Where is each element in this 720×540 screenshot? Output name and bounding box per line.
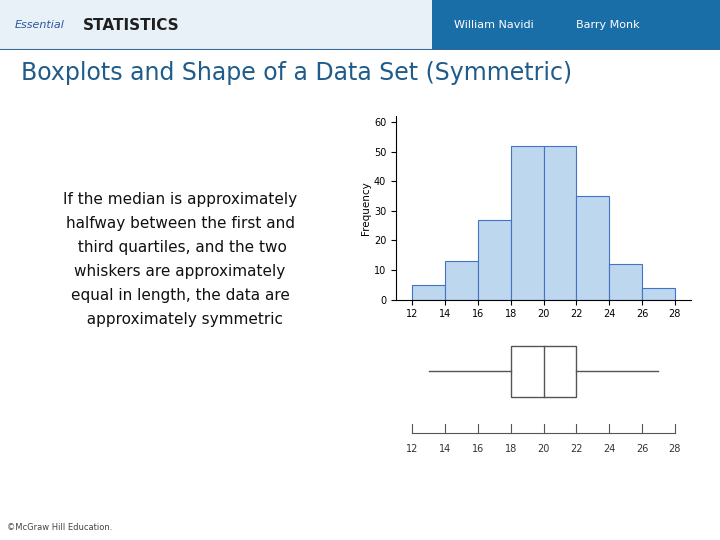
Text: 28: 28 [669,444,681,454]
Text: 20: 20 [537,444,550,454]
Text: 24: 24 [603,444,616,454]
Text: STATISTICS: STATISTICS [83,18,179,32]
Text: If the median is approximately
halfway between the first and
 third quartiles, a: If the median is approximately halfway b… [63,192,297,327]
Bar [413,285,445,300]
FancyBboxPatch shape [0,0,432,50]
Text: ©McGraw Hill Education.: ©McGraw Hill Education. [7,523,112,532]
Text: Boxplots and Shape of a Data Set (Symmetric): Boxplots and Shape of a Data Set (Symmet… [22,60,572,85]
Bar [609,264,642,300]
Bar [478,220,510,300]
Bar [544,146,577,300]
Bar [577,196,609,300]
Text: 16: 16 [472,444,484,454]
Text: William Navidi: William Navidi [454,20,534,30]
Text: 22: 22 [570,444,582,454]
Text: 14: 14 [439,444,451,454]
FancyBboxPatch shape [432,0,720,50]
Text: 18: 18 [505,444,517,454]
Y-axis label: Frequency: Frequency [361,181,371,235]
Bar [510,146,544,300]
Text: 26: 26 [636,444,648,454]
FancyBboxPatch shape [510,346,577,397]
Bar [642,288,675,300]
Text: Barry Monk: Barry Monk [576,20,639,30]
Bar [445,261,478,300]
Text: Essential: Essential [14,20,64,30]
Text: 12: 12 [406,444,418,454]
